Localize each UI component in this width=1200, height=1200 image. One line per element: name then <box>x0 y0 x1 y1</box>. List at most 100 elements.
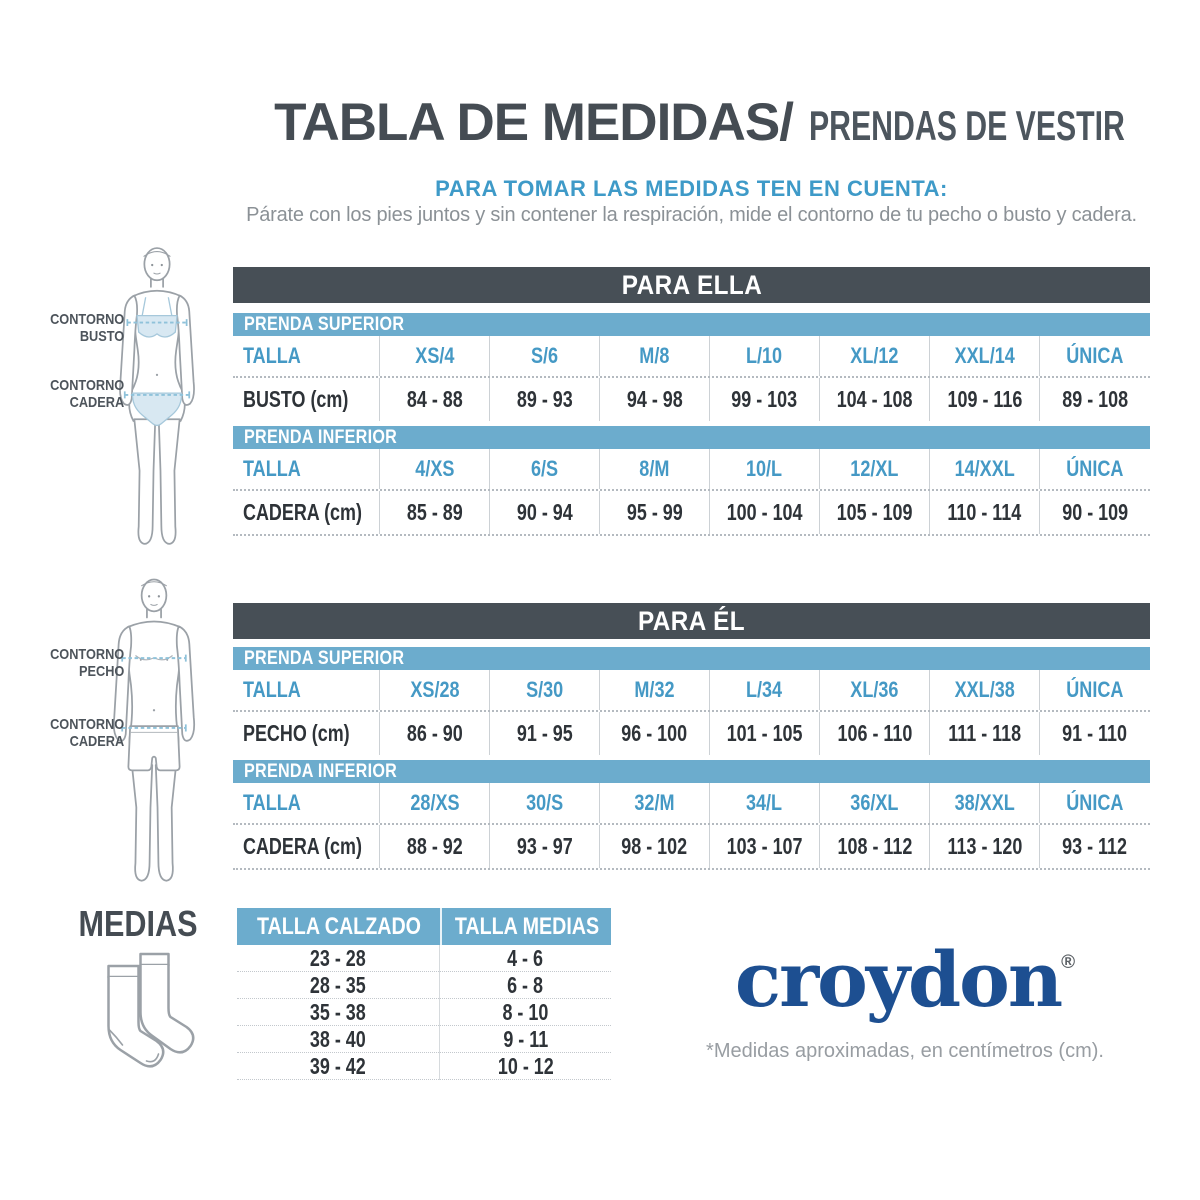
value-cell: 105 - 109 <box>820 491 930 534</box>
value-cell: 90 - 94 <box>490 491 600 534</box>
size-cell: XS/28 <box>380 670 490 710</box>
value-cell: 101 - 105 <box>710 712 820 755</box>
value-cell: 100 - 104 <box>710 491 820 534</box>
medias-row: 39 - 42 10 - 12 <box>237 1053 611 1080</box>
ella-table: PARA ELLA PRENDA SUPERIOR TALLA XS/4 S/6… <box>233 267 1150 536</box>
description: Párate con los pies juntos y sin contene… <box>246 204 1137 226</box>
ella-inferior-size-row: TALLA 4/XS 6/S 8/M 10/L 12/XL 14/XXL ÚNI… <box>233 449 1150 491</box>
medias-table: TALLA CALZADO TALLA MEDIAS 23 - 28 4 - 6… <box>237 908 611 1080</box>
calzado-cell: 39 - 42 <box>237 1053 440 1080</box>
measure-row-label: BUSTO (cm) <box>233 378 380 421</box>
medias-row: 23 - 28 4 - 6 <box>237 945 611 972</box>
ella-inferior-measure-row: CADERA (cm) 85 - 89 90 - 94 95 - 99 100 … <box>233 491 1150 536</box>
medias-cell: 10 - 12 <box>497 1053 554 1079</box>
subtitle: PARA TOMAR LAS MEDIDAS TEN EN CUENTA: <box>435 176 948 201</box>
medias-col1-header: TALLA CALZADO <box>256 912 421 940</box>
medias-cell: 6 - 8 <box>507 972 544 998</box>
ella-table-title: PARA ELLA <box>233 267 1150 303</box>
ella-inferior-bar: PRENDA INFERIOR <box>233 426 1150 449</box>
value-cell: 89 - 108 <box>1062 386 1128 412</box>
ella-superior-size-row: TALLA XS/4 S/6 M/8 L/10 XL/12 XXL/14 ÚNI… <box>233 336 1150 378</box>
size-row-label: TALLA <box>233 670 380 710</box>
page-title-sub-wrap: PRENDAS DE VESTIR <box>809 105 1125 147</box>
ella-superior-measure-row: BUSTO (cm) 84 - 88 89 - 93 94 - 98 99 - … <box>233 378 1150 421</box>
value-cell: 90 - 109 <box>1062 499 1128 525</box>
size-cell: S/6 <box>490 336 600 376</box>
medias-title: MEDIAS <box>78 903 198 944</box>
value-cell: 111 - 118 <box>930 712 1040 755</box>
size-cell: M/8 <box>600 336 710 376</box>
size-cell: 10/L <box>710 449 820 489</box>
size-cell: 32/M <box>600 783 710 823</box>
el-inferior-size-row: TALLA 28/XS 30/S 32/M 34/L 36/XL 38/XXL … <box>233 783 1150 825</box>
size-row-label: TALLA <box>233 449 380 489</box>
medias-cell: 4 - 6 <box>507 945 544 971</box>
measure-row-label: CADERA (cm) <box>233 491 380 534</box>
size-cell: 30/S <box>490 783 600 823</box>
el-inferior-measure-row: CADERA (cm) 88 - 92 93 - 97 98 - 102 103… <box>233 825 1150 870</box>
value-cell: 98 - 102 <box>600 825 710 868</box>
size-cell: M/32 <box>600 670 710 710</box>
value-cell: 108 - 112 <box>820 825 930 868</box>
size-cell: XXL/14 <box>930 336 1040 376</box>
ella-superior-bar: PRENDA SUPERIOR <box>233 313 1150 336</box>
size-cell: 12/XL <box>820 449 930 489</box>
size-cell: ÚNICA <box>1066 343 1124 368</box>
el-superior-size-row: TALLA XS/28 S/30 M/32 L/34 XL/36 XXL/38 … <box>233 670 1150 712</box>
size-row-label: TALLA <box>233 336 380 376</box>
medias-cell: 9 - 11 <box>503 1026 548 1052</box>
el-table-title: PARA ÉL <box>233 603 1150 639</box>
value-cell: 106 - 110 <box>820 712 930 755</box>
brand-logo: croydon® <box>734 935 1076 1024</box>
size-cell: 28/XS <box>380 783 490 823</box>
size-cell: L/34 <box>710 670 820 710</box>
contorno-cadera-label-female: CONTORNO CADERA <box>49 377 124 412</box>
page-title-main: TABLA DE MEDIDAS/ <box>274 93 794 152</box>
value-cell: 95 - 99 <box>600 491 710 534</box>
registered-mark: ® <box>1061 952 1076 973</box>
size-cell: ÚNICA <box>1066 790 1124 815</box>
size-row-label: TALLA <box>233 783 380 823</box>
medias-row: 38 - 40 9 - 11 <box>237 1026 611 1053</box>
calzado-cell: 28 - 35 <box>237 972 440 999</box>
value-cell: 109 - 116 <box>930 378 1040 421</box>
el-superior-measure-row: PECHO (cm) 86 - 90 91 - 95 96 - 100 101 … <box>233 712 1150 755</box>
size-cell: ÚNICA <box>1066 677 1124 702</box>
contorno-pecho-label: CONTORNO PECHO <box>49 646 124 681</box>
value-cell: 89 - 93 <box>490 378 600 421</box>
size-cell: 38/XXL <box>930 783 1040 823</box>
medias-row: 28 - 35 6 - 8 <box>237 972 611 999</box>
woman-figure-icon <box>96 244 218 558</box>
page-title: TABLA DE MEDIDAS/ PRENDAS DE VESTIR <box>233 96 1150 149</box>
size-cell: 36/XL <box>820 783 930 823</box>
size-cell: 34/L <box>710 783 820 823</box>
medias-table-header: TALLA CALZADO TALLA MEDIAS <box>237 908 611 945</box>
size-cell: 6/S <box>490 449 600 489</box>
size-cell: L/10 <box>710 336 820 376</box>
value-cell: 94 - 98 <box>600 378 710 421</box>
medias-row: 35 - 38 8 - 10 <box>237 999 611 1026</box>
value-cell: 103 - 107 <box>710 825 820 868</box>
value-cell: 86 - 90 <box>380 712 490 755</box>
size-cell: 4/XS <box>380 449 490 489</box>
size-cell: XS/4 <box>380 336 490 376</box>
value-cell: 113 - 120 <box>930 825 1040 868</box>
size-cell: ÚNICA <box>1066 456 1124 481</box>
value-cell: 88 - 92 <box>380 825 490 868</box>
medias-cell: 8 - 10 <box>502 999 549 1025</box>
value-cell: 91 - 110 <box>1062 720 1128 746</box>
value-cell: 91 - 95 <box>490 712 600 755</box>
size-cell: XXL/38 <box>930 670 1040 710</box>
el-table: PARA ÉL PRENDA SUPERIOR TALLA XS/28 S/30… <box>233 603 1150 870</box>
calzado-cell: 35 - 38 <box>237 999 440 1026</box>
value-cell: 93 - 97 <box>490 825 600 868</box>
measure-row-label: PECHO (cm) <box>233 712 380 755</box>
value-cell: 104 - 108 <box>820 378 930 421</box>
size-cell: 14/XXL <box>930 449 1040 489</box>
size-cell: XL/36 <box>820 670 930 710</box>
el-superior-bar: PRENDA SUPERIOR <box>233 647 1150 670</box>
size-cell: S/30 <box>490 670 600 710</box>
el-inferior-bar: PRENDA INFERIOR <box>233 760 1150 783</box>
footnote: *Medidas aproximadas, en centímetros (cm… <box>706 1040 1104 1062</box>
